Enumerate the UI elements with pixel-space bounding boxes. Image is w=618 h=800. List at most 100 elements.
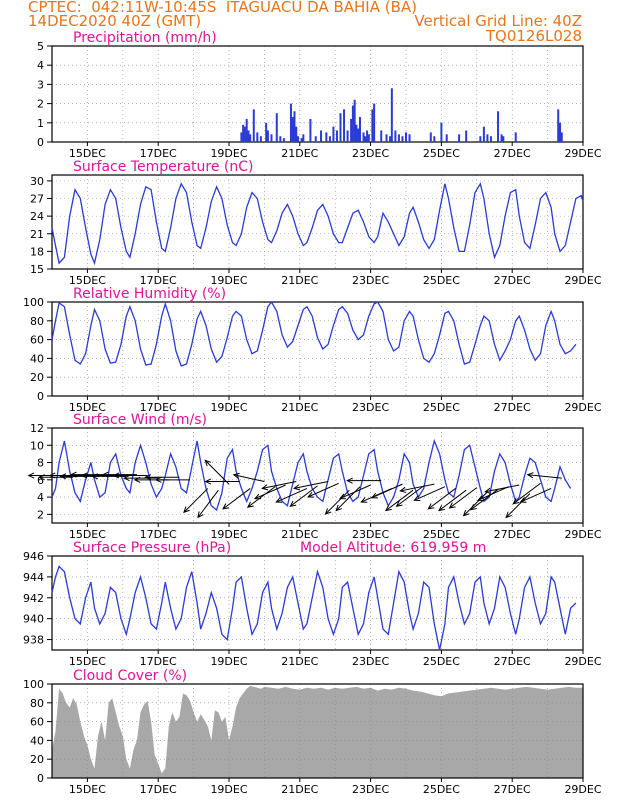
panel-title: Cloud Cover (%) [73,668,188,684]
wind-arrow [289,485,318,507]
wind-arrow-head [197,511,204,519]
y-tick-label: 942 [23,592,44,605]
precip-bar [297,136,300,142]
x-tick-label: 21DEC [281,783,318,796]
wind-arrow-head [338,493,347,500]
wind-arrow-head [438,505,445,512]
y-tick-label: 6 [37,474,44,487]
precip-bar [300,138,303,142]
wind-arrow-head [370,492,378,499]
wind-arrow [276,487,308,503]
wind-arrow-head [38,474,45,481]
precip-bar [270,134,273,142]
y-tick-label: 40 [30,734,44,747]
precip-bar [362,132,365,142]
y-tick-label: 4 [37,491,44,504]
wind-arrow-head [395,500,403,507]
precip-bar [405,132,407,142]
panel-title: Relative Humidity (%) [73,286,227,302]
x-tick-label: 27DEC [494,274,531,287]
panel-frame [51,45,584,143]
precip-bar [385,134,388,142]
wind-arrow-head [292,484,301,491]
wind-arrow [396,485,425,507]
precip-bar [514,132,517,142]
precip-bar [335,130,338,142]
precip-bar [355,124,358,142]
panel-frame [51,683,584,779]
x-tick-label: 25DEC [423,147,460,160]
precip-bar [351,105,354,142]
wind-arrow-head [48,472,56,479]
wind-arrow-head [59,473,67,480]
y-tick-label: 27 [30,193,44,206]
precip-bar [482,126,485,142]
precip-bar [373,103,376,142]
y-tick-label: 940 [23,613,44,626]
y-tick-label: 1 [37,117,44,130]
wind-arrow-head [144,474,152,481]
wind-arrow-head [246,501,254,508]
x-tick-label: 19DEC [210,783,247,796]
precip-bar [245,118,248,142]
x-tick-label: 25DEC [423,528,460,541]
wind-arrow-head [204,478,212,485]
precip-bar [357,128,360,142]
wind-arrow-head [505,511,512,519]
x-tick-label: 23DEC [352,783,389,796]
wind-arrow [294,481,329,489]
wind-arrow-head [399,486,407,493]
wind-arrow-head [469,504,477,511]
y-tick-label: 938 [23,634,44,647]
wind-arrow-head [222,503,230,510]
precip-bar [293,111,296,142]
precip-bar [291,117,294,142]
wind-arrow-head [384,505,392,512]
x-tick-label: 19DEC [210,528,247,541]
precip-bar [252,109,255,142]
precip-bar [314,136,317,142]
wind-arrow [513,482,541,505]
precip-bar [295,126,298,142]
wind-arrow-head [261,484,269,491]
y-tick-label: 30 [30,175,44,188]
precip-bar [486,134,489,142]
precip-bar [240,132,243,142]
x-tick-label: 25DEC [423,401,460,414]
x-tick-label: 29DEC [564,401,601,414]
wind-arrow-head [69,471,77,478]
x-tick-label: 21DEC [281,274,318,287]
precip-bar [465,130,468,142]
y-tick-label: 18 [30,245,44,258]
wind-arrow-head [183,506,190,514]
precip-bar [346,130,349,142]
x-tick-label: 17DEC [140,528,177,541]
precip-bar [497,111,500,142]
precip-bar [440,122,443,142]
y-tick-label: 8 [37,457,44,470]
precip-bar [408,134,411,142]
x-tick-label: 19DEC [210,147,247,160]
precip-bar [275,113,278,142]
panel-title: Precipitation (mm/h) [73,30,217,46]
wind-arrow-head [448,502,456,509]
x-tick-label: 19DEC [210,274,247,287]
precip-bar [302,134,305,142]
wind-arrow [520,487,552,503]
wind-arrow-head [133,476,141,483]
wind-arrow [449,487,478,509]
wind-arrow-head [427,503,435,510]
precip-bar [332,126,335,142]
x-tick-label: 15DEC [69,655,106,668]
precip-bar [390,88,393,142]
x-tick-label: 23DEC [352,528,389,541]
y-tick-label: 21 [30,228,44,241]
precip-bar [364,136,367,142]
precip-bar [320,130,323,142]
precip-bar [401,136,404,142]
wind-arrow [325,489,350,515]
wind-arrow-head [526,472,534,479]
panel-title: Surface Wind (m/s) [73,412,207,428]
y-tick-label: 0 [37,136,44,149]
x-tick-label: 29DEC [564,274,601,287]
